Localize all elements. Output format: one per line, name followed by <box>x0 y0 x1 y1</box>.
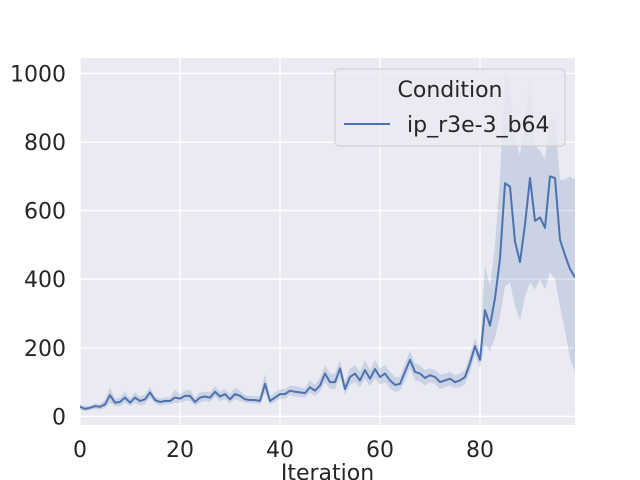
x-tick-label: 60 <box>366 438 394 463</box>
x-tick-label: 80 <box>466 438 494 463</box>
series-line-layer <box>80 175 575 410</box>
legend: Condition ip_r3e-3_b64 <box>334 68 566 147</box>
y-tick-label: 1000 <box>10 62 66 87</box>
y-tick-label: 200 <box>24 337 66 362</box>
y-tick-label: 800 <box>24 131 66 156</box>
x-tick-label: 40 <box>266 438 294 463</box>
series-line <box>80 175 575 410</box>
x-axis-label: Iteration <box>281 461 374 480</box>
y-tick-label: 400 <box>24 268 66 293</box>
legend-entry-label: ip_r3e-3_b64 <box>407 113 550 138</box>
y-tick-labels: 0 200 400 600 800 1000 <box>10 62 66 430</box>
x-tick-labels: 0 20 40 60 80 <box>73 438 494 463</box>
x-tick-label: 0 <box>73 438 87 463</box>
y-tick-label: 0 <box>52 405 66 430</box>
legend-box <box>334 68 566 147</box>
y-tick-label: 600 <box>24 200 66 225</box>
x-tick-label: 20 <box>166 438 194 463</box>
legend-title: Condition <box>398 78 503 103</box>
